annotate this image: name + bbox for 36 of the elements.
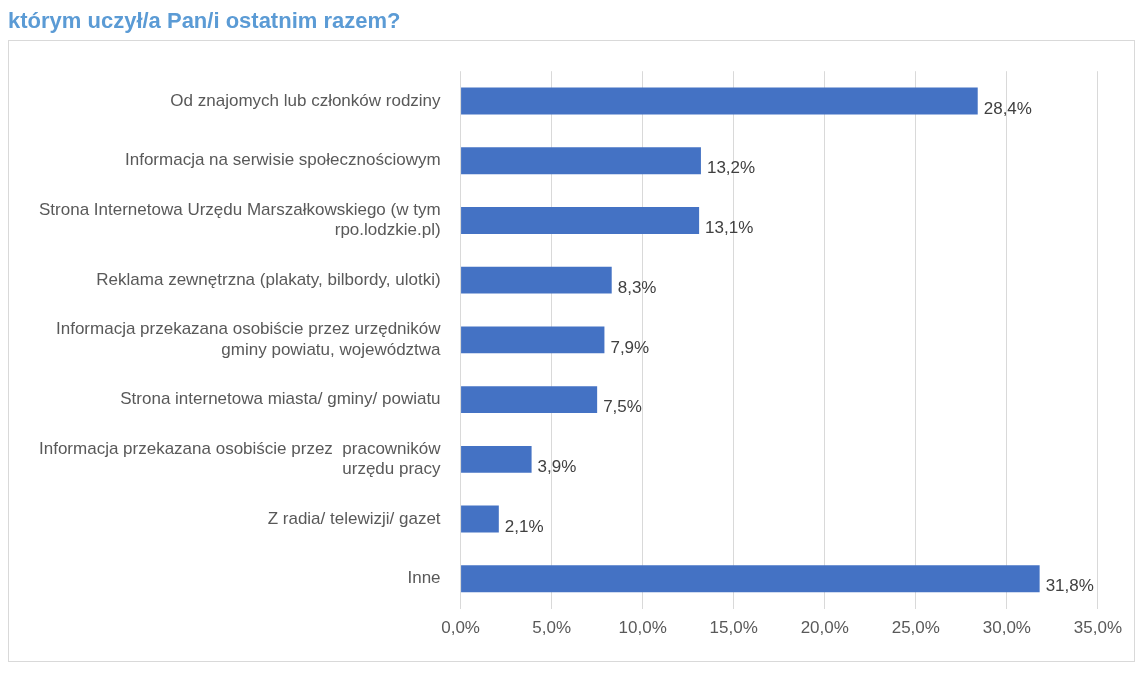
text: którym uczył/a Pan/i ostatnim razem? xyxy=(8,8,402,34)
x-tick-label: 30,0% xyxy=(982,618,1031,638)
x-tick-label: 15,0% xyxy=(709,618,758,638)
x-tick-label: 25,0% xyxy=(891,618,940,638)
bar xyxy=(461,326,605,354)
x-tick-label: 35,0% xyxy=(1073,618,1122,638)
bar xyxy=(461,147,701,175)
y-tick-label: Strona Internetowa Urzędu Marszałkowskiego (w tym rpo.lodzkie.pl) xyxy=(39,199,441,240)
data-label: 3,9% xyxy=(537,457,577,477)
y-tick-label: Informacja przekazana osobiście przez pracowników urzędu pracy xyxy=(39,438,442,479)
x-tick-label: 5,0% xyxy=(532,618,571,638)
data-label: 7,5% xyxy=(603,397,642,417)
y-tick-label: Informacja przekazana osobiście przez urzędników gminy powiatu, województwa xyxy=(56,319,442,359)
bar xyxy=(461,386,598,414)
bar xyxy=(461,505,499,533)
bar xyxy=(461,445,532,473)
y-tick-label: Inne xyxy=(407,568,441,588)
data-label: 31,8% xyxy=(1045,576,1094,596)
y-tick-label: Z radia/ telewizji/ gazet xyxy=(267,508,441,528)
data-label: 7,9% xyxy=(610,337,650,357)
x-tick-label: 0,0% xyxy=(441,618,480,638)
y-tick-label: Informacja na serwisie społecznościowym xyxy=(125,150,441,170)
y-tick-label: Reklama zewnętrzna (plakaty, bilbordy, ulotki) xyxy=(96,269,441,289)
y-tick-label: Od znajomych lub członków rodziny xyxy=(170,90,442,110)
data-label: 13,2% xyxy=(706,158,756,178)
data-label: 8,3% xyxy=(617,277,657,297)
data-label: 13,1% xyxy=(705,218,754,238)
data-label: 2,1% xyxy=(504,516,544,536)
x-tick-label: 10,0% xyxy=(618,618,667,638)
bar xyxy=(461,87,978,115)
bar xyxy=(461,565,1040,593)
data-label: 28,4% xyxy=(983,98,1032,118)
x-tick-label: 20,0% xyxy=(800,618,849,638)
bar xyxy=(461,207,700,234)
bar xyxy=(461,266,612,294)
y-tick-label: Strona internetowa miasta/ gminy/ powiatu xyxy=(120,389,441,409)
